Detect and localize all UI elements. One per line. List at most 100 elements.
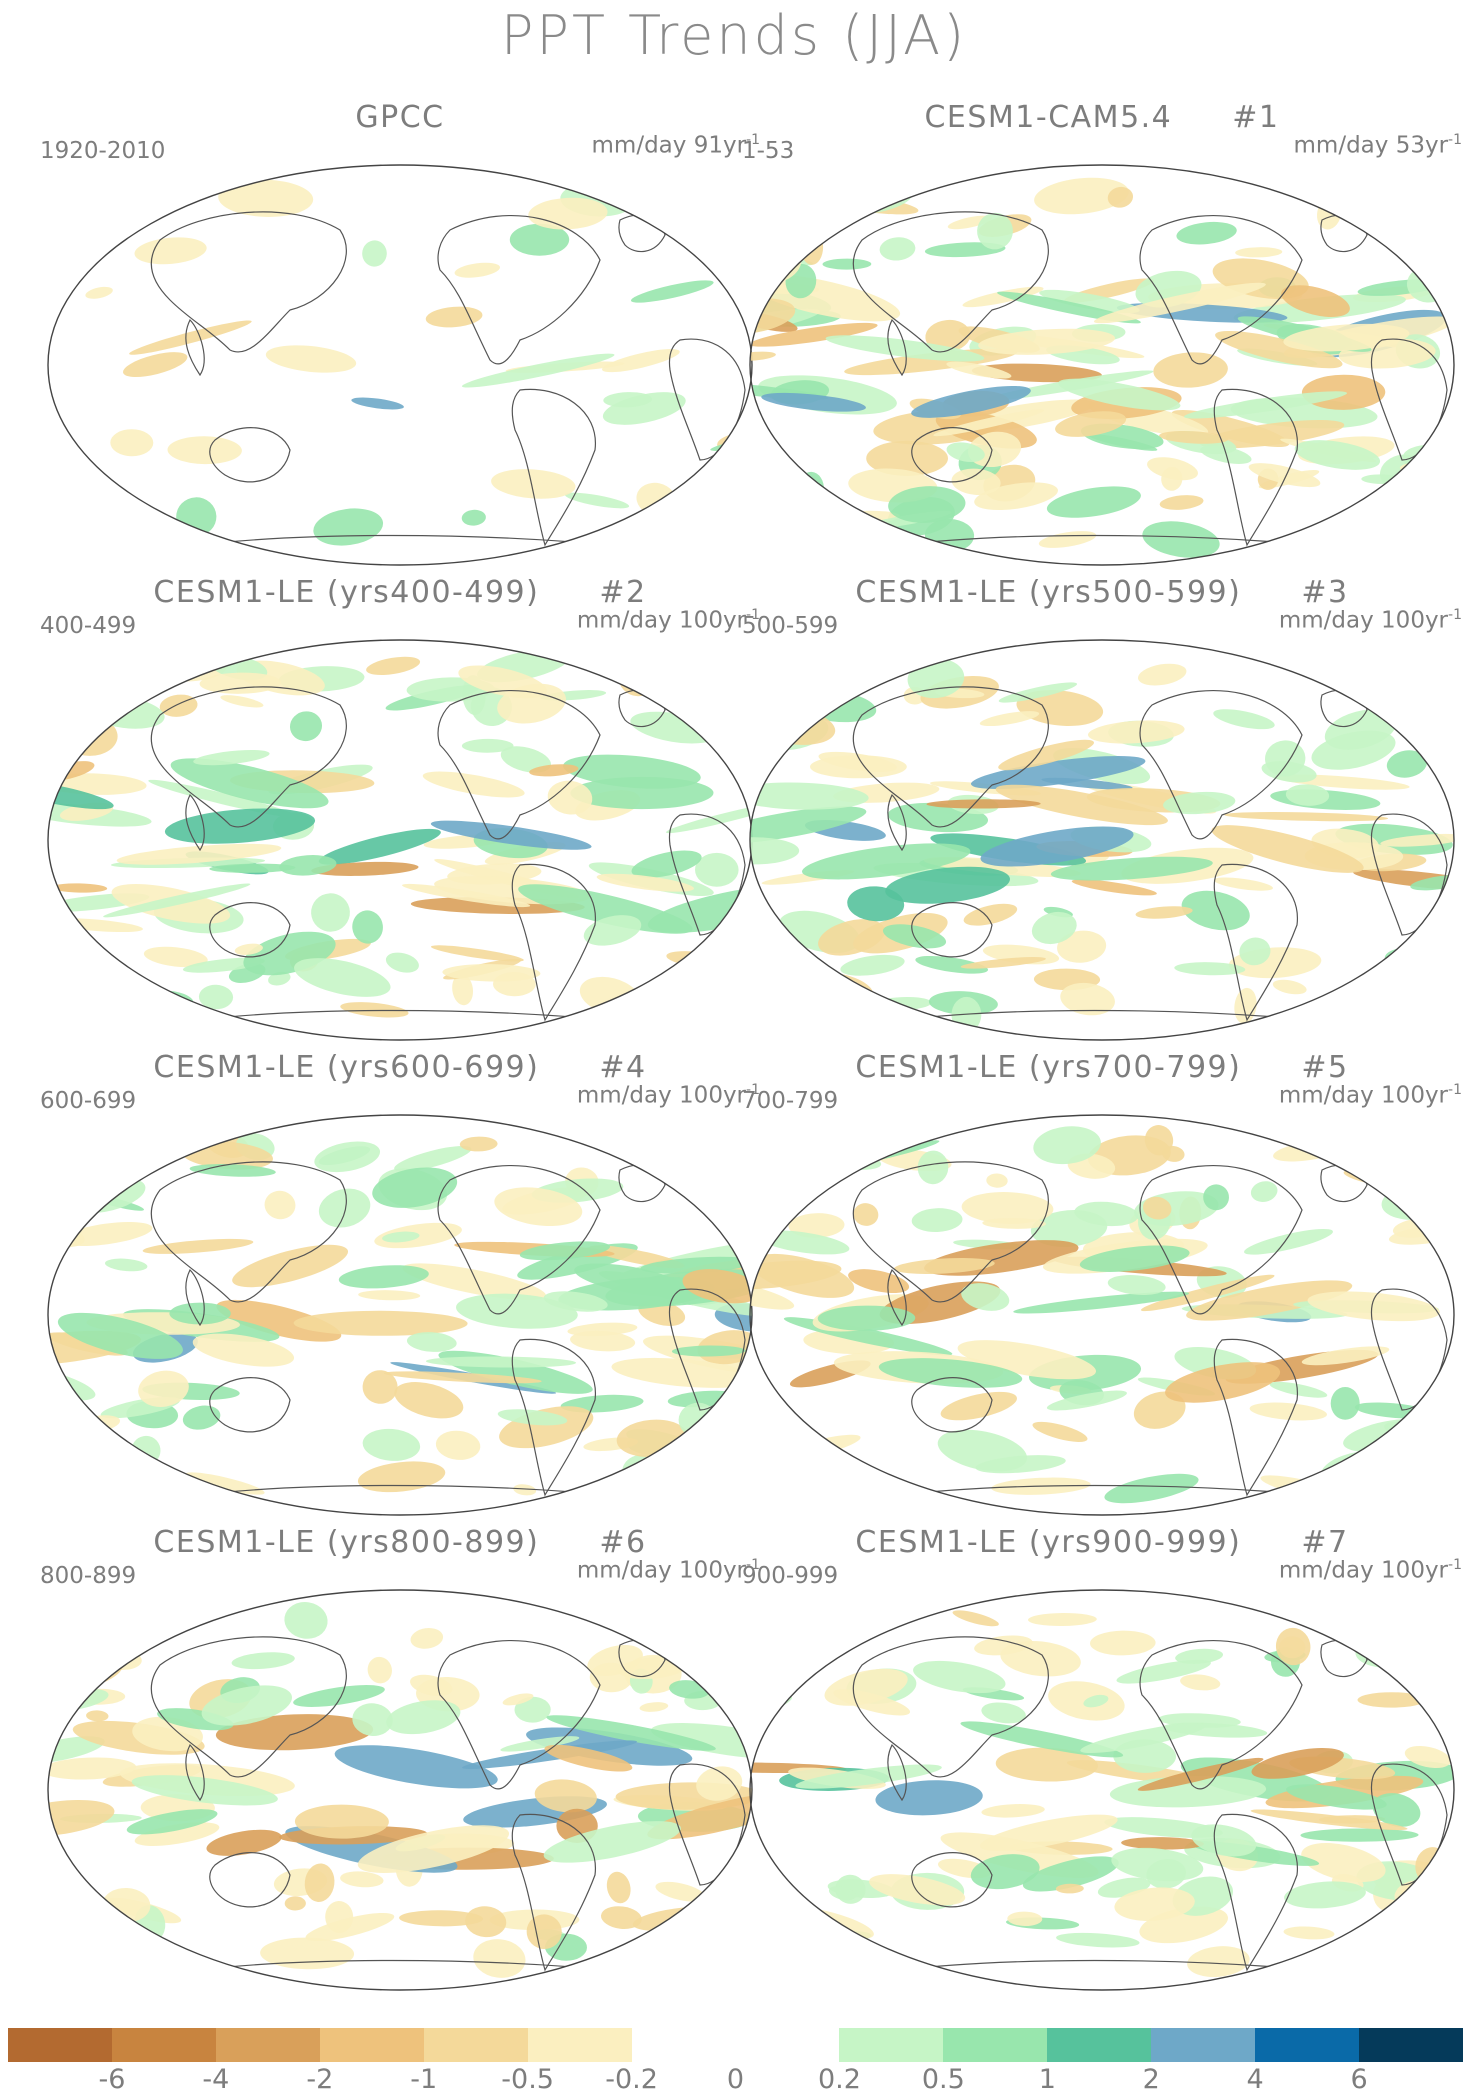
coastline xyxy=(1213,1338,1298,1497)
panel-number: #6 xyxy=(599,1525,647,1560)
trend-blob xyxy=(72,1178,146,1213)
trend-blob xyxy=(48,1799,115,1837)
trend-blob xyxy=(129,320,252,355)
trend-blob xyxy=(313,508,384,546)
trend-blob xyxy=(1114,1887,1195,1921)
colorbar-swatch xyxy=(1047,2028,1152,2062)
trend-blob xyxy=(1080,1723,1206,1754)
trend-blob xyxy=(410,1674,453,1697)
trend-blob xyxy=(494,1187,583,1227)
map-border xyxy=(749,1589,1455,1991)
coastline xyxy=(1139,690,1303,840)
trend-blob xyxy=(402,1263,546,1301)
trend-blob xyxy=(232,1244,349,1288)
trend-blob xyxy=(1410,468,1454,494)
coastline xyxy=(887,793,907,852)
trend-blob xyxy=(382,1231,420,1243)
trend-blob xyxy=(362,240,387,267)
trend-blob xyxy=(394,1145,472,1172)
trend-blob xyxy=(1386,1136,1427,1156)
trend-blob xyxy=(1347,191,1442,226)
coastline xyxy=(668,1763,746,1886)
trend-blob xyxy=(430,820,592,850)
trend-blob xyxy=(872,997,932,1011)
colorbar-swatch xyxy=(423,2028,528,2062)
trend-blob xyxy=(917,1150,949,1185)
trend-blob xyxy=(362,1370,398,1404)
world-map xyxy=(749,1114,1455,1516)
trend-blob xyxy=(442,964,541,982)
trend-blob xyxy=(48,999,105,1011)
trend-blob xyxy=(284,1896,306,1911)
trend-blob xyxy=(231,1652,295,1670)
trend-blob xyxy=(618,1657,688,1680)
units-text: mm/day 53yr xyxy=(1293,132,1449,159)
trend-blob xyxy=(646,1928,711,1961)
trend-blob xyxy=(1176,221,1237,245)
trend-blob xyxy=(695,852,739,887)
trend-blob xyxy=(459,1136,498,1152)
trend-blob xyxy=(422,771,525,798)
trend-blob xyxy=(1269,1381,1328,1398)
trend-blob xyxy=(1250,1181,1278,1202)
trend-blob xyxy=(362,1428,421,1461)
trend-blob xyxy=(358,1290,421,1301)
trend-blob xyxy=(1400,1171,1428,1185)
colorbar-tick-label: -4 xyxy=(202,2064,230,2095)
trend-blob xyxy=(1033,1126,1101,1165)
trend-blob xyxy=(311,861,419,876)
trend-blob xyxy=(894,1258,995,1274)
coastline xyxy=(437,690,601,840)
trend-blob xyxy=(1275,1627,1311,1666)
trend-blob xyxy=(1213,877,1273,891)
trend-blob xyxy=(676,1612,734,1640)
trend-blob xyxy=(650,498,743,539)
trend-blob xyxy=(600,1906,642,1929)
trend-blob xyxy=(1144,1125,1174,1156)
trend-blob xyxy=(602,349,680,373)
panel-title-text: CESM1-LE (yrs600-699) xyxy=(153,1050,540,1085)
trend-blob xyxy=(1034,177,1129,215)
trend-blob xyxy=(668,190,717,201)
trend-blob xyxy=(986,1173,1008,1188)
trend-blob xyxy=(1273,1140,1345,1162)
trend-blob xyxy=(51,883,108,893)
trend-blob xyxy=(611,1357,752,1388)
trend-blob xyxy=(750,491,794,522)
trend-blob xyxy=(750,1279,795,1310)
units-exponent: -1 xyxy=(746,132,760,148)
trend-blob xyxy=(847,886,905,922)
coastline xyxy=(1139,215,1303,365)
trend-blob xyxy=(500,1736,580,1752)
panel-number: #3 xyxy=(1301,575,1349,610)
trend-blob xyxy=(1090,1630,1156,1656)
units-label: mm/day 100yr-1 xyxy=(1279,1557,1462,1584)
trend-blob xyxy=(1357,1692,1426,1708)
trend-blob xyxy=(48,1456,72,1496)
coastline xyxy=(852,1161,1049,1303)
trend-blob xyxy=(940,1391,1017,1421)
trend-blob xyxy=(1187,1946,1250,1978)
trend-blob xyxy=(170,758,329,809)
trend-blob xyxy=(1343,1418,1435,1452)
trend-blob xyxy=(48,1736,105,1764)
coastline xyxy=(437,215,601,365)
trend-field xyxy=(48,648,752,1040)
trend-blob xyxy=(640,1256,752,1274)
coastline xyxy=(1139,1165,1303,1315)
trend-blob xyxy=(951,468,1001,496)
trend-blob xyxy=(888,486,966,523)
panel-title-text: CESM1-LE (yrs800-899) xyxy=(153,1525,540,1560)
trend-blob xyxy=(1386,750,1427,778)
trend-blob xyxy=(48,1649,68,1671)
trend-blob xyxy=(750,1441,776,1480)
trend-blob xyxy=(583,915,642,946)
trend-blob xyxy=(189,1164,276,1177)
trend-blob xyxy=(1107,186,1134,208)
trend-blob xyxy=(182,1405,221,1430)
trend-blob xyxy=(351,397,404,410)
trend-blob xyxy=(1161,467,1183,491)
coastline xyxy=(911,902,993,958)
trend-blob xyxy=(1143,1196,1172,1220)
map-panel: CESM1-LE (yrs400-499) #2 400-499 mm/day 100… xyxy=(40,575,760,1045)
